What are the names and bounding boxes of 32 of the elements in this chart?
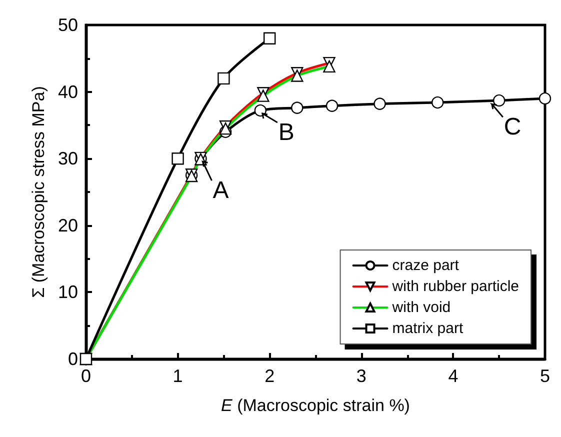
- annotation: B: [278, 119, 294, 146]
- x-tick-label: 5: [540, 366, 550, 386]
- y-tick-label: 50: [58, 15, 78, 35]
- point: [254, 104, 267, 117]
- y-axis-title: Σ (Macroscopic stress MPa): [29, 86, 48, 298]
- x-tick-label: 2: [264, 366, 275, 386]
- point: [326, 100, 338, 112]
- point: [493, 94, 506, 107]
- point: [432, 96, 444, 109]
- legend-label: matrix part: [392, 320, 464, 337]
- point: [264, 32, 276, 44]
- x-tick-label: 0: [80, 366, 92, 386]
- point: [291, 102, 304, 114]
- point: [538, 92, 552, 105]
- legend-label: with void: [391, 299, 451, 316]
- y-tick-label: 40: [58, 82, 78, 102]
- point: [374, 98, 386, 110]
- x-axis-title: E (Macroscopic strain %): [221, 396, 410, 415]
- y-tick-label: 30: [58, 148, 78, 169]
- y-tick-label: 10: [58, 282, 78, 302]
- point: [172, 152, 184, 165]
- legend-label: with rubber particle: [391, 278, 520, 295]
- x-tick-label: 3: [356, 366, 366, 386]
- annotation: C: [504, 114, 522, 141]
- y-tick-label: 0: [68, 349, 78, 369]
- legend-label: craze part: [392, 257, 460, 274]
- point: [80, 352, 92, 366]
- point: [218, 72, 230, 85]
- annotation: A: [212, 177, 229, 204]
- x-tick-label: 4: [448, 366, 458, 386]
- x-tick-label: 1: [172, 366, 183, 386]
- y-tick-label: 20: [58, 215, 78, 236]
